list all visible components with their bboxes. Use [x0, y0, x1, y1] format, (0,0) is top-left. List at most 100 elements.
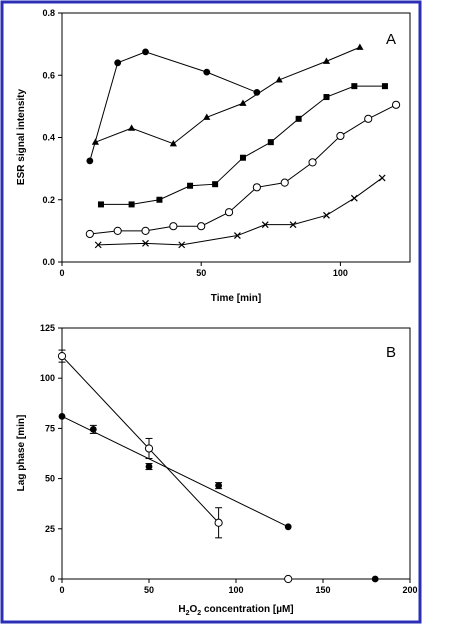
panel-a-series-0	[86, 48, 261, 165]
panel-a-series-3-point	[141, 226, 150, 235]
panel-a-label: A	[386, 31, 396, 48]
panel-b-x-tick-label: 0	[59, 585, 64, 595]
panel-a-series-2-point	[295, 115, 302, 122]
panel-a-series-1-point	[169, 139, 177, 147]
x-title-h: H	[178, 604, 185, 615]
panel-a-series-4-point	[94, 241, 102, 249]
panel-b-series-1-fit-line	[61, 355, 219, 524]
panel-a-series-1-point	[322, 57, 331, 64]
panel-a-series-0-point	[142, 48, 149, 56]
panel-b-series-1	[57, 349, 293, 584]
panel-a-y-tick-label: 0.0	[42, 257, 55, 267]
panel-a-plot-area	[61, 12, 411, 263]
panel-a-y-axis-title: ESR signal intensity	[16, 88, 27, 185]
panel-a-series-2-point	[212, 181, 219, 188]
panel-b-series-1-point	[284, 574, 293, 584]
panel-a-series-1-point	[275, 76, 283, 83]
panel-b-series-0-point	[145, 463, 153, 470]
panel-b-plot-area	[61, 327, 411, 580]
panel-b-y-tick-label: 25	[45, 524, 55, 534]
panel-a-series-3-point	[336, 131, 345, 141]
panel-a-x-axis-title: Time [min]	[211, 293, 261, 304]
panel-a-series-1-point	[356, 43, 364, 50]
panel-a-series-1-point	[239, 99, 247, 106]
panel-a-series-2-point	[381, 83, 388, 90]
panel-a-series-4	[94, 174, 386, 249]
panel-b-x-tick-label: 50	[144, 585, 154, 595]
panel-a-series-3	[85, 100, 401, 239]
panel-b-series-0-point	[215, 482, 223, 490]
panel-a-series-3-point	[252, 183, 261, 192]
panel-a-series-2-point	[267, 139, 274, 146]
panel-a-series-4-point	[350, 194, 358, 202]
panel-a-series-3-point	[280, 178, 289, 187]
panel-a-y-tick-label: 0.2	[42, 195, 55, 205]
panel-a-series-4-point	[178, 241, 186, 249]
panel-a-x-tick-label: 50	[196, 268, 206, 278]
panel-a-series-3-point	[224, 208, 234, 217]
x-title-sub-2: 2	[197, 610, 201, 617]
panel-a-series-2-point	[128, 201, 135, 208]
panel-b-series-0-point	[89, 426, 97, 433]
panel-a-series-1	[91, 43, 364, 147]
panel-b-label: B	[386, 344, 396, 361]
panel-a-series-4-point	[261, 221, 269, 229]
panel-b-y-tick-label: 0	[50, 574, 55, 584]
panel-a-series-4-point	[378, 174, 386, 182]
panel-b-x-tick-label: 200	[402, 585, 417, 595]
panel-b-series-1-point	[57, 352, 67, 361]
panel-a-x-tick-label: 100	[333, 268, 348, 278]
panel-b-series	[57, 349, 379, 584]
panel-a-series-4-line	[98, 177, 383, 246]
panel-a-series-2	[97, 83, 388, 208]
panel-a-series-2-point	[323, 94, 330, 101]
x-title-sub-1: 2	[186, 610, 190, 617]
panel-a-series-4-point	[323, 211, 330, 219]
panel-a-series-3-point	[113, 226, 122, 235]
panel-a-series-0-point	[203, 68, 211, 76]
panel-a-series-1-point	[91, 138, 100, 145]
panel-a-series-2-point	[187, 182, 194, 189]
panel-a-series-1-point	[203, 113, 211, 120]
panel-a-series-0-point	[114, 59, 122, 67]
panel-a-series-1-point	[128, 124, 136, 131]
panel-a-series-3-point	[169, 222, 178, 231]
x-title-rest: concentration [µM]	[201, 604, 293, 615]
panel-b-x-tick-label: 100	[228, 585, 243, 595]
panel-a-series-2-point	[351, 83, 358, 90]
panel-b-y-tick-label: 50	[45, 474, 55, 484]
panel-b-series-0-fit-line	[61, 415, 289, 528]
panel-a-x-tick-label: 0	[59, 268, 64, 278]
panel-a-series-2-point	[156, 196, 163, 203]
panel-a-ticks: 0 50 100 0.0 0.2 0.4 0.6 0.8	[42, 8, 347, 278]
figure-frame	[0, 0, 422, 624]
panel-b-y-axis-title: Lag phase [min]	[16, 415, 27, 492]
panel-a-series-3-point	[364, 114, 373, 123]
panel-a-y-tick-label: 0.6	[42, 70, 55, 80]
panel-a-series-3-point	[308, 158, 317, 167]
panel-a-series-1-line	[95, 46, 361, 145]
panel-a-series-4-point	[289, 221, 297, 229]
panel-a-series-4-point	[233, 232, 241, 239]
panel-b-series-0	[58, 412, 379, 583]
panel-a-series-2-point	[239, 154, 246, 161]
panel-b-series-1-point	[144, 444, 154, 453]
panel-b-series-1-point	[214, 518, 223, 527]
panel-a-series-2-point	[97, 201, 104, 208]
panel-a-series-3-line	[89, 104, 397, 235]
panel-b-y-tick-label: 100	[40, 373, 55, 383]
panel-a-series	[85, 43, 401, 249]
panel-a-series-3-point	[85, 229, 94, 239]
panel-a-y-tick-label: 0.8	[42, 8, 55, 18]
panel-b-y-tick-label: 75	[45, 423, 55, 433]
panel-a: A Time [min] ESR signal intensity 0 50 100…	[16, 8, 411, 304]
panel-a-series-0-point	[253, 88, 261, 96]
panel-b-y-tick-label: 125	[40, 323, 55, 333]
panel-b: B H2O2 concentration [µM] Lag phase [min…	[16, 323, 418, 617]
panel-a-series-4-point	[142, 239, 149, 247]
panel-b-x-axis-title: H2O2 concentration [µM]	[178, 604, 293, 617]
panel-a-series-3-point	[197, 222, 206, 231]
panel-a-y-tick-label: 0.4	[42, 133, 55, 143]
x-title-o: O	[190, 604, 198, 615]
